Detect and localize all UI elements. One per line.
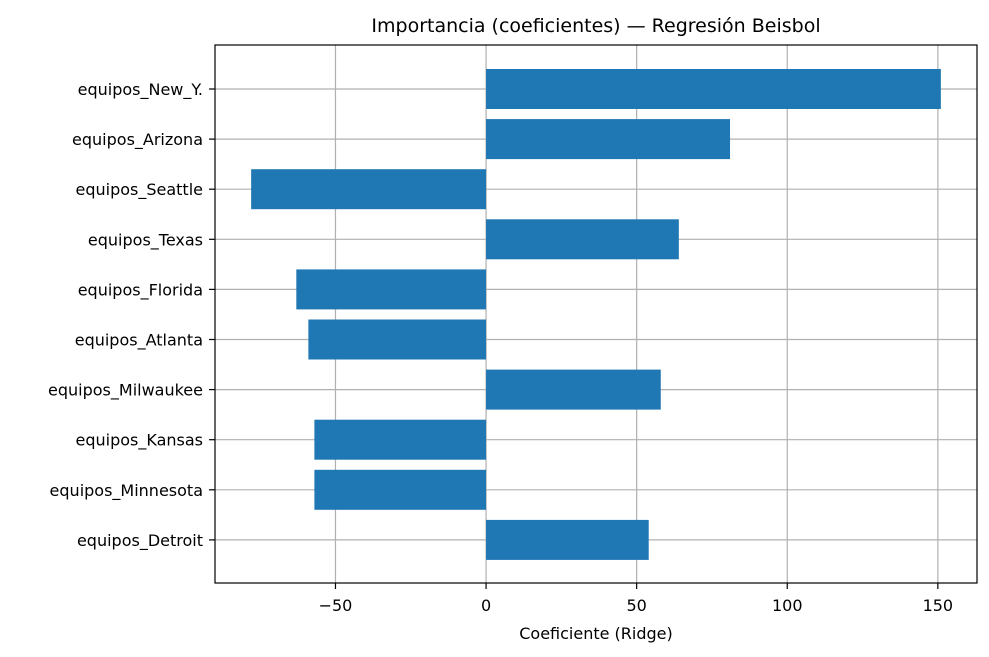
y-tick-label: equipos_Texas [88, 230, 203, 250]
bar-equipos-kansas [314, 419, 487, 460]
y-tick-label: equipos_Minnesota [50, 481, 203, 501]
y-axis-ticks: equipos_New_Y. equipos_Arizona equipos_Sea… [48, 80, 215, 551]
y-tick-label: equipos_New_Y. [78, 80, 203, 100]
bar-equipos-arizona [486, 119, 731, 160]
y-tick-label: equipos_Milwaukee [48, 381, 203, 401]
x-tick-label: 0 [481, 596, 491, 615]
bar-equipos-texas [486, 219, 679, 260]
bar-equipos-atlanta [308, 319, 487, 360]
y-tick-label: equipos_Seattle [75, 180, 203, 200]
y-tick-label: equipos_Florida [78, 280, 203, 300]
y-tick-label: equipos_Atlanta [75, 331, 203, 351]
x-axis-ticks: −50 0 50 100 150 [319, 583, 954, 615]
bar-equipos-florida [296, 269, 487, 310]
bars [251, 69, 941, 560]
x-tick-label: −50 [319, 596, 353, 615]
y-tick-label: equipos_Arizona [72, 130, 203, 150]
bar-equipos-seattle [251, 169, 487, 210]
x-axis-title: Coeficiente (Ridge) [519, 624, 673, 643]
y-tick-label: equipos_Kansas [76, 431, 204, 451]
bar-equipos-detroit [486, 519, 649, 560]
chart-title: Importancia (coeficientes) — Regresión B… [371, 15, 820, 37]
bar-equipos-new-y [486, 69, 941, 109]
x-tick-label: 50 [626, 596, 646, 615]
bar-equipos-minnesota [314, 469, 487, 510]
bar-equipos-milwaukee [486, 369, 661, 410]
plot-frame [214, 44, 978, 584]
x-tick-label: 100 [772, 596, 803, 615]
x-tick-label: 150 [923, 596, 954, 615]
y-tick-label: equipos_Detroit [77, 531, 203, 551]
